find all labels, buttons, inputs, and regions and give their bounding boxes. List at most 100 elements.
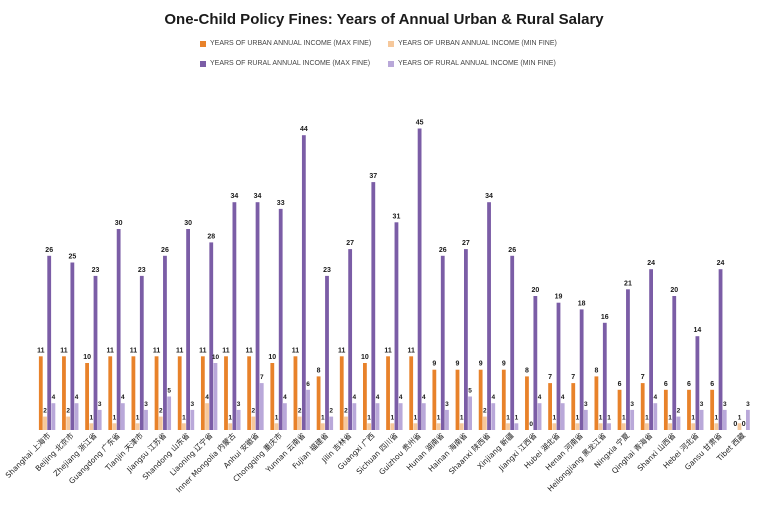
data-label-rural-max: 44 <box>300 126 308 133</box>
bar-rural-min <box>491 403 496 430</box>
bar-rural-max <box>93 275 98 430</box>
data-label-rural-max: 20 <box>670 287 678 294</box>
data-label-rural-max: 37 <box>369 173 377 180</box>
bar-urban-max <box>38 356 43 430</box>
data-label-rural-min: 4 <box>353 394 357 401</box>
bar-rural-max <box>163 255 167 430</box>
data-label-urban-max: 11 <box>407 347 415 354</box>
bar-rural-min <box>445 409 449 430</box>
bar-urban-min <box>112 423 117 430</box>
bar-urban-min <box>506 423 510 430</box>
bar-urban-min <box>645 423 649 430</box>
data-label-rural-min: 2 <box>677 408 681 415</box>
bar-urban-max <box>316 376 321 430</box>
data-label-rural-max: 26 <box>439 247 447 254</box>
bar-rural-max <box>116 229 121 430</box>
data-label-urban-max: 9 <box>432 361 436 368</box>
bar-urban-max <box>386 356 390 430</box>
bar-rural-min <box>236 409 241 430</box>
bar-rural-max <box>325 275 329 430</box>
data-label-rural-min: 3 <box>723 401 727 408</box>
bar-urban-max <box>200 356 205 430</box>
data-label-rural-max: 16 <box>601 314 609 321</box>
data-label-urban-max: 11 <box>107 347 115 354</box>
bar-rural-min <box>722 409 727 430</box>
data-label-urban-min: 1 <box>691 414 695 421</box>
bar-rural-max <box>348 249 353 430</box>
data-label-rural-min: 4 <box>121 394 125 401</box>
bar-rural-max <box>672 296 677 430</box>
data-label-urban-min: 1 <box>715 414 719 421</box>
x-tick-label: Jiangxi 江西省 <box>496 430 539 473</box>
bar-urban-min <box>552 423 557 430</box>
data-label-rural-max: 14 <box>694 327 702 334</box>
data-label-urban-min: 1 <box>552 414 556 421</box>
data-label-urban-max: 11 <box>199 347 207 354</box>
data-label-rural-min: 4 <box>283 394 287 401</box>
legend-swatch-urban-max <box>200 40 206 47</box>
chart-title: One-Child Policy Fines: Years of Annual … <box>164 11 604 28</box>
data-label-urban-max: 6 <box>687 381 691 388</box>
bar-rural-max <box>464 249 468 430</box>
bar-rural-min <box>329 416 334 430</box>
bar-urban-max <box>293 356 298 430</box>
data-label-urban-min: 1 <box>437 414 441 421</box>
data-label-rural-max: 45 <box>416 120 424 127</box>
legend-label-rural-min: YEARS OF RURAL ANNUAL INCOME (MIN FINE) <box>398 60 556 67</box>
bar-rural-max <box>626 289 630 430</box>
bar-urban-min <box>668 423 672 430</box>
bar-urban-max <box>247 356 252 430</box>
bar-rural-min <box>74 403 79 430</box>
data-label-urban-min: 1 <box>645 414 649 421</box>
legend-swatch-rural-max <box>200 60 206 67</box>
bar-rural-min <box>283 403 287 430</box>
data-label-rural-max: 23 <box>92 267 100 274</box>
bar-rural-min <box>653 403 658 430</box>
bar-rural-max <box>695 336 700 430</box>
bar-urban-max <box>432 369 437 430</box>
legend-swatch-urban-min <box>388 40 394 47</box>
bar-rural-min <box>306 389 310 430</box>
bar-rural-max <box>533 296 538 430</box>
x-tick-label: Qinghai 青海省 <box>609 430 654 475</box>
bar-urban-max <box>154 356 159 430</box>
data-label-rural-min: 4 <box>376 394 380 401</box>
data-label-rural-max: 34 <box>231 193 239 200</box>
bar-rural-min <box>514 423 519 430</box>
bar-rural-max <box>301 135 306 430</box>
data-label-urban-min: 1 <box>460 414 464 421</box>
bar-rural-max <box>417 128 422 430</box>
bar-urban-max <box>339 356 344 430</box>
data-label-rural-min: 4 <box>561 394 565 401</box>
bar-rural-max <box>394 222 399 430</box>
data-label-urban-max: 11 <box>176 347 184 354</box>
data-label-urban-min: 1 <box>275 414 279 421</box>
data-label-rural-min: 3 <box>630 401 634 408</box>
data-label-rural-max: 34 <box>254 193 262 200</box>
bar-rural-min <box>398 403 403 430</box>
data-label-rural-min: 4 <box>399 394 403 401</box>
bar-urban-min <box>228 423 233 430</box>
data-label-urban-min: 1 <box>576 414 580 421</box>
bar-rural-min <box>213 363 218 430</box>
bar-urban-max <box>224 356 228 430</box>
data-label-rural-min: 4 <box>52 394 56 401</box>
bar-urban-max <box>131 356 136 430</box>
bar-rural-min <box>51 403 56 430</box>
data-label-urban-max: 9 <box>456 361 460 368</box>
bar-rural-min <box>699 409 704 430</box>
data-label-rural-min: 3 <box>700 401 704 408</box>
data-label-rural-max: 30 <box>184 220 192 227</box>
bar-rural-max <box>209 242 214 430</box>
bar-rural-min <box>352 403 357 430</box>
bar-rural-min <box>375 403 380 430</box>
data-label-rural-max: 24 <box>647 260 655 267</box>
data-label-rural-min: 6 <box>306 381 310 388</box>
data-label-rural-min: 4 <box>422 394 426 401</box>
legend-item-urban-max: YEARS OF URBAN ANNUAL INCOME (MAX FINE) <box>200 40 371 47</box>
bar-urban-min <box>413 423 418 430</box>
data-label-urban-max: 11 <box>153 347 161 354</box>
data-label-rural-min: 4 <box>491 394 495 401</box>
bar-rural-max <box>186 229 190 430</box>
